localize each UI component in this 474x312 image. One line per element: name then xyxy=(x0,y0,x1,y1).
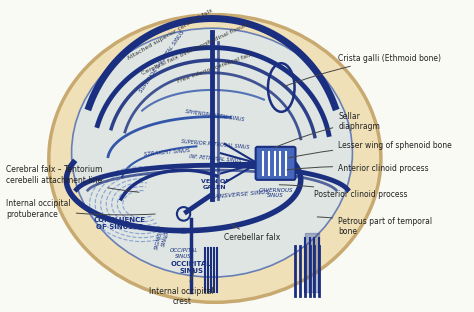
Text: Cerebellar falx: Cerebellar falx xyxy=(224,225,281,242)
Text: OCCIPITAL
SINUS: OCCIPITAL SINUS xyxy=(171,261,211,274)
Text: Posterior clinoid process: Posterior clinoid process xyxy=(279,185,408,199)
Text: OCCIPITAL
SINUS: OCCIPITAL SINUS xyxy=(169,248,198,259)
Text: SUPERIOR SAGITTAL SINUS: SUPERIOR SAGITTAL SINUS xyxy=(139,29,186,93)
Text: Internal occipital
protuberance: Internal occipital protuberance xyxy=(6,199,155,219)
Text: SUPERIOR PETROSAL SINUS: SUPERIOR PETROSAL SINUS xyxy=(181,139,249,150)
Text: TRANSVERSE SINUS: TRANSVERSE SINUS xyxy=(207,190,270,200)
Text: SPHENOPARIETAL SINUS: SPHENOPARIETAL SINUS xyxy=(185,109,245,123)
Text: CAVERNOUS
SINUS: CAVERNOUS SINUS xyxy=(258,188,293,198)
Text: Cerebral falx – Tentorium
cerebelli attachment line: Cerebral falx – Tentorium cerebelli atta… xyxy=(6,165,139,192)
Text: Sellar
diaphragm: Sellar diaphragm xyxy=(274,112,380,148)
Text: Crista galli (Ethmoid bone): Crista galli (Ethmoid bone) xyxy=(284,54,441,86)
Text: Petrous part of temporal
bone: Petrous part of temporal bone xyxy=(317,217,432,236)
FancyBboxPatch shape xyxy=(255,147,295,180)
Text: INF. PETROSAL SINUS: INF. PETROSAL SINUS xyxy=(189,154,241,163)
Text: VEIN OF
GALEN: VEIN OF GALEN xyxy=(201,179,229,190)
Text: Internal occipital
crest: Internal occipital crest xyxy=(149,270,214,306)
Text: SIGMOID
SINUS: SIGMOID SINUS xyxy=(155,225,171,251)
Ellipse shape xyxy=(49,15,381,302)
Text: Anterior clinoid process: Anterior clinoid process xyxy=(287,164,429,173)
Text: STRAIGHT SINUS: STRAIGHT SINUS xyxy=(144,148,191,157)
Text: Free inferior cerebral falx: Free inferior cerebral falx xyxy=(177,52,253,84)
Text: Lesser wing of sphenoid bone: Lesser wing of sphenoid bone xyxy=(289,141,452,158)
Ellipse shape xyxy=(72,28,352,277)
Text: Attached superior cerebral falx: Attached superior cerebral falx xyxy=(127,7,214,61)
Text: CONFLUENCE
OF SINUSES: CONFLUENCE OF SINUSES xyxy=(94,217,146,230)
Text: Cerebral falx over longitudinal fissure: Cerebral falx over longitudinal fissure xyxy=(141,21,251,76)
